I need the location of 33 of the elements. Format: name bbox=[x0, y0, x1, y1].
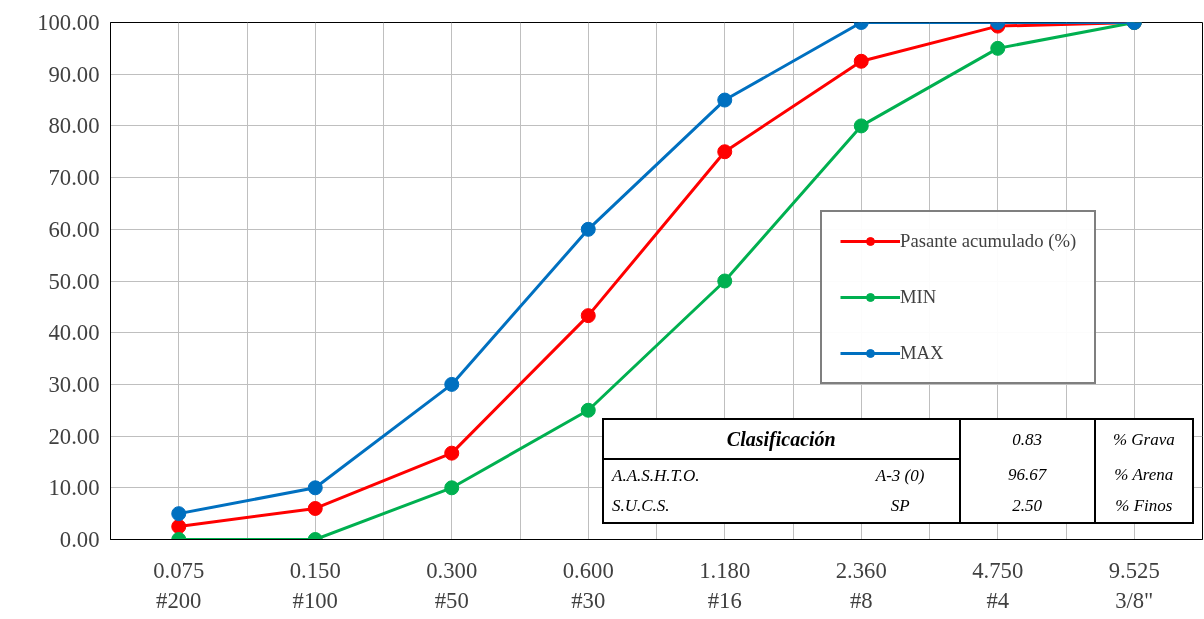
y-tick-label: 20.00 bbox=[48, 423, 100, 449]
annotation: 96.67 bbox=[959, 459, 1095, 492]
x-tick-label: 0.300 #50 bbox=[426, 557, 478, 613]
x-tick-label: 0.075 #200 bbox=[153, 557, 205, 613]
annotation: % Grava bbox=[1094, 419, 1193, 460]
annotation: A-3 (0) bbox=[841, 459, 960, 492]
annotation: 0.83 bbox=[959, 419, 1095, 460]
y-tick-label: 60.00 bbox=[48, 216, 100, 242]
annotation: S.U.C.S. bbox=[603, 491, 842, 523]
y-tick-label: 10.00 bbox=[48, 475, 100, 501]
x-tick-label: 2.360 #8 bbox=[835, 557, 887, 613]
x-tick-label: 0.600 #30 bbox=[562, 557, 614, 613]
x-tick-label: 0.150 #100 bbox=[289, 557, 341, 613]
legend-label: MAX bbox=[900, 342, 944, 364]
y-tick-label: 0.00 bbox=[59, 527, 100, 552]
y-tick-label: 80.00 bbox=[48, 113, 100, 139]
annotation: % Arena bbox=[1094, 459, 1193, 492]
legend-label: MIN bbox=[900, 286, 937, 308]
y-tick-label: 70.00 bbox=[48, 165, 100, 191]
y-tick-label: 40.00 bbox=[48, 320, 100, 346]
annotation: % Finos bbox=[1094, 491, 1193, 523]
annotation: A.A.S.H.T.O. bbox=[603, 459, 842, 492]
annotation: Clasificación bbox=[603, 419, 960, 460]
y-tick-label: 90.00 bbox=[48, 61, 100, 87]
y-tick-label: 100.00 bbox=[37, 10, 100, 35]
y-tick-label: 50.00 bbox=[48, 268, 100, 294]
annotation: 2.50 bbox=[959, 491, 1095, 523]
x-tick-label: 9.525 3/8" bbox=[1108, 557, 1160, 613]
x-tick-label: 4.750 #4 bbox=[972, 557, 1024, 613]
y-tick-label: 30.00 bbox=[48, 371, 100, 397]
x-tick-label: 1.180 #16 bbox=[699, 557, 751, 613]
legend-label: Pasante acumulado (%) bbox=[900, 230, 1077, 252]
annotation: SP bbox=[841, 491, 960, 523]
